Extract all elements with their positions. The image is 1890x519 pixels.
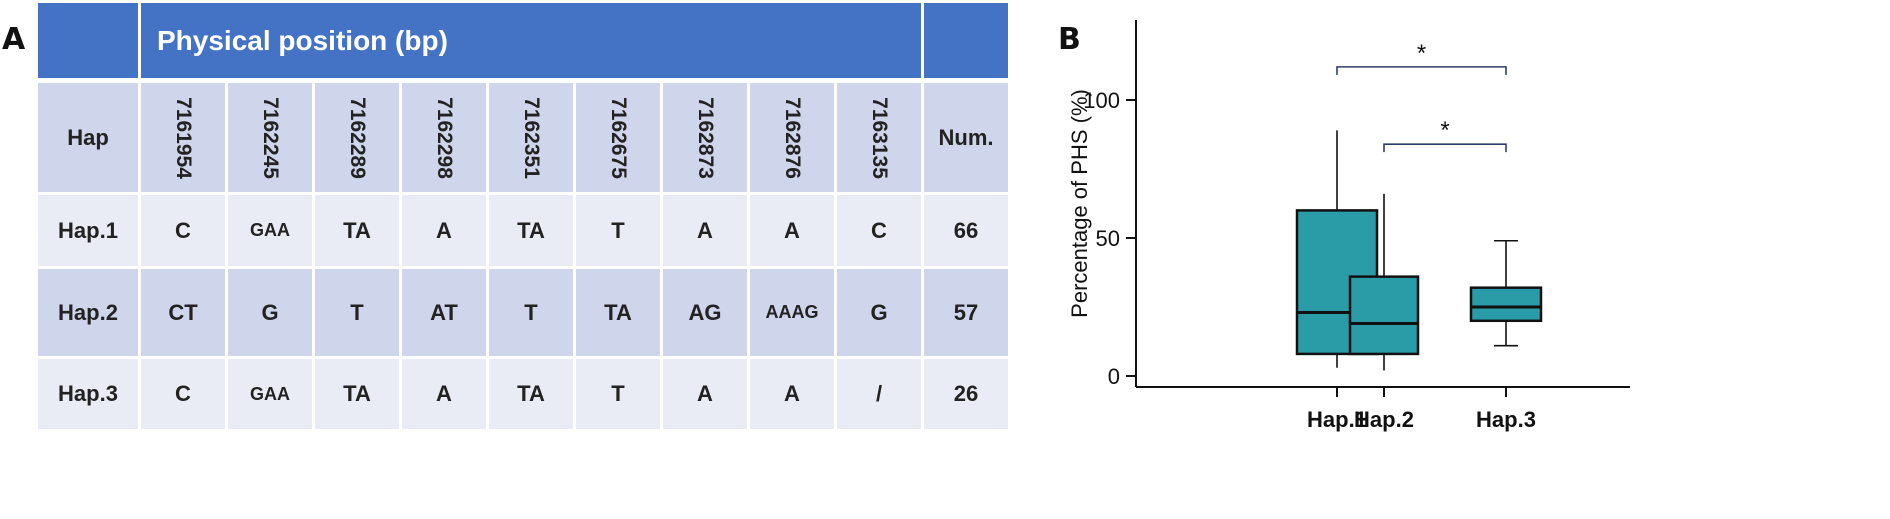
allele-cell: TA bbox=[576, 269, 660, 356]
num-cell: 66 bbox=[924, 195, 1008, 266]
hap-name-cell: Hap.2 bbox=[38, 269, 138, 356]
num-column-header: Num. bbox=[924, 83, 1008, 192]
hap-name-cell: Hap.3 bbox=[38, 359, 138, 429]
num-cell: 26 bbox=[924, 359, 1008, 429]
allele-cell: A bbox=[663, 195, 747, 266]
position-header: 7161954 bbox=[141, 83, 225, 192]
box-3 bbox=[1469, 286, 1543, 323]
position-label: 7162351 bbox=[519, 96, 543, 179]
allele-cell: A bbox=[402, 359, 486, 429]
position-header: 7162289 bbox=[315, 83, 399, 192]
allele-cell: T bbox=[576, 359, 660, 429]
y-axis-label: Percentage of PHS (%) bbox=[1067, 89, 1092, 318]
allele-cell: TA bbox=[489, 359, 573, 429]
allele-cell: AAAG bbox=[750, 269, 834, 356]
allele-cell: A bbox=[750, 195, 834, 266]
position-label: 7162873 bbox=[693, 96, 717, 179]
y-tick-label: 0 bbox=[1108, 364, 1120, 389]
allele-cell: C bbox=[141, 359, 225, 429]
allele-cell: T bbox=[576, 195, 660, 266]
allele-cell: G bbox=[228, 269, 312, 356]
allele-cell: AG bbox=[663, 269, 747, 356]
x-tick-label: Hap.3 bbox=[1476, 407, 1536, 432]
haplotype-table: Physical position (bp) Hap 7161954 7162245 7… bbox=[38, 3, 1008, 429]
position-header: 7162245 bbox=[228, 83, 312, 192]
position-header: 7162873 bbox=[663, 83, 747, 192]
position-label: 7162298 bbox=[432, 96, 456, 179]
position-label: 7162289 bbox=[345, 96, 369, 179]
allele-cell: G bbox=[837, 269, 921, 356]
position-header: 7162351 bbox=[489, 83, 573, 192]
panel-label-a: A bbox=[2, 22, 26, 57]
header-num-cell bbox=[924, 3, 1008, 78]
allele-cell: / bbox=[837, 359, 921, 429]
allele-cell: A bbox=[402, 195, 486, 266]
num-cell: 57 bbox=[924, 269, 1008, 356]
significance-star: * bbox=[1440, 117, 1449, 144]
allele-cell: T bbox=[489, 269, 573, 356]
header-title: Physical position (bp) bbox=[141, 3, 921, 78]
box-2 bbox=[1348, 275, 1420, 356]
position-label: 7162876 bbox=[780, 96, 804, 179]
allele-cell: A bbox=[663, 359, 747, 429]
position-label: 7162245 bbox=[258, 96, 282, 179]
position-header: 7162876 bbox=[750, 83, 834, 192]
y-tick-label: 100 bbox=[1083, 88, 1120, 113]
allele-cell: A bbox=[750, 359, 834, 429]
significance-bracket bbox=[1336, 66, 1507, 75]
position-label: 7161954 bbox=[171, 96, 195, 179]
x-tick-label: Hap.2 bbox=[1354, 407, 1414, 432]
significance-star: * bbox=[1417, 40, 1426, 67]
allele-cell: C bbox=[837, 195, 921, 266]
hap-column-header: Hap bbox=[38, 83, 138, 192]
y-tick-label: 50 bbox=[1096, 226, 1120, 251]
allele-cell: T bbox=[315, 269, 399, 356]
position-header: 7162675 bbox=[576, 83, 660, 192]
allele-cell: CT bbox=[141, 269, 225, 356]
position-header: 7162298 bbox=[402, 83, 486, 192]
hap-name-cell: Hap.1 bbox=[38, 195, 138, 266]
allele-cell: C bbox=[141, 195, 225, 266]
position-label: 7163135 bbox=[867, 96, 891, 179]
allele-cell: TA bbox=[315, 359, 399, 429]
allele-cell: AT bbox=[402, 269, 486, 356]
header-corner-cell bbox=[38, 3, 138, 78]
position-label: 7162675 bbox=[606, 96, 630, 179]
allele-cell: GAA bbox=[228, 195, 312, 266]
allele-cell: TA bbox=[489, 195, 573, 266]
allele-cell: TA bbox=[315, 195, 399, 266]
panel-label-b: B bbox=[1058, 22, 1081, 57]
allele-cell: GAA bbox=[228, 359, 312, 429]
x-tick-label: Hap.1 bbox=[1307, 407, 1367, 432]
position-header: 7163135 bbox=[837, 83, 921, 192]
significance-bracket bbox=[1383, 143, 1507, 153]
